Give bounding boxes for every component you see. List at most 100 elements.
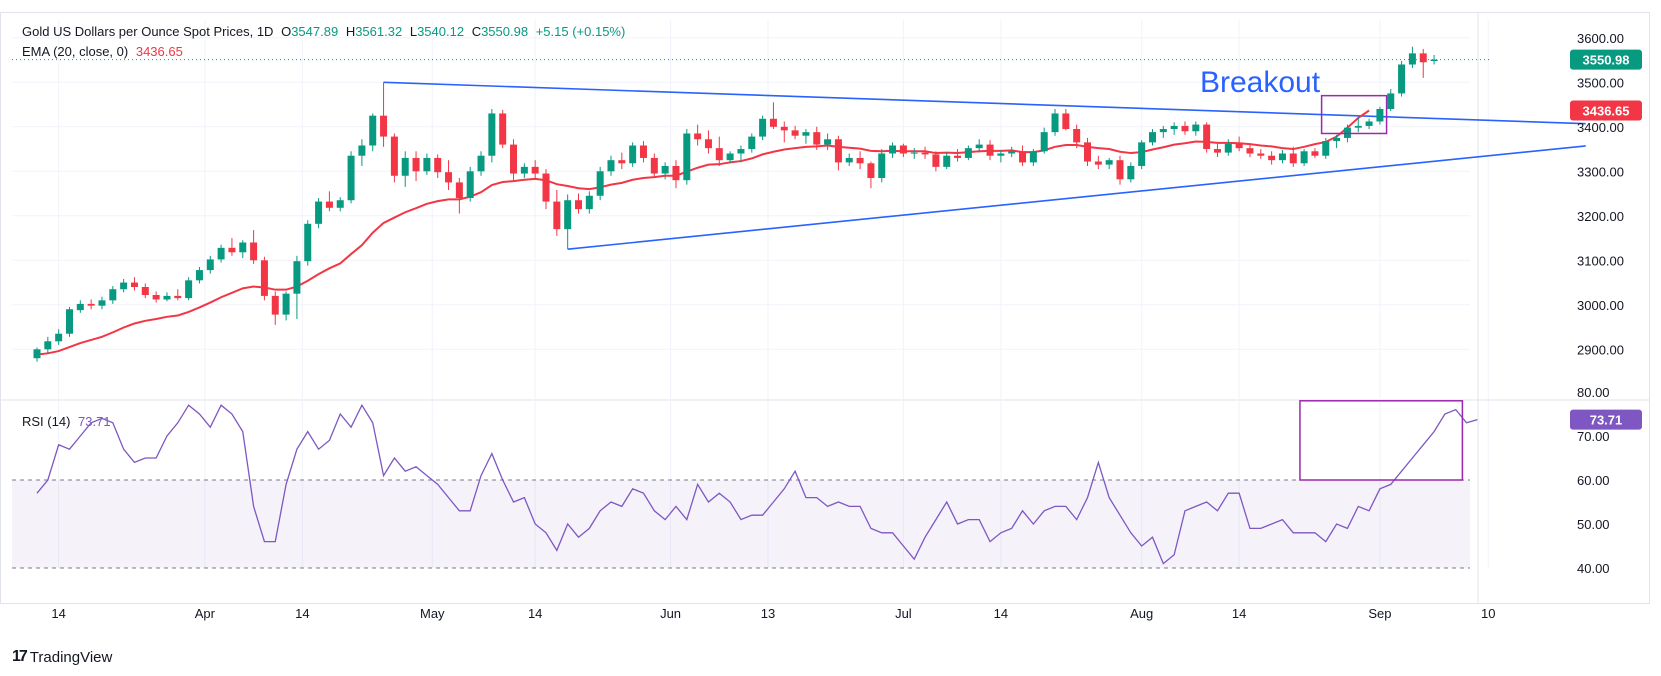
candle-body	[780, 126, 788, 131]
candle	[824, 133, 832, 150]
candle-body	[878, 153, 886, 178]
candle	[347, 151, 355, 204]
candle	[618, 152, 626, 170]
candle-body	[98, 300, 106, 306]
candle-body	[889, 145, 897, 154]
rsi-value: 73.71	[78, 414, 111, 429]
candle	[1354, 117, 1362, 133]
candle-body	[390, 136, 398, 176]
candle-body	[304, 223, 312, 262]
candle	[899, 143, 907, 158]
candle	[553, 189, 561, 236]
candle	[477, 151, 485, 176]
candle	[910, 148, 918, 159]
candle-body	[228, 247, 236, 253]
candle-body	[910, 152, 918, 154]
candle	[315, 198, 323, 229]
candle	[1213, 143, 1221, 158]
candle	[44, 336, 52, 354]
price-tick-label: 3000.00	[1577, 298, 1624, 313]
candle-body	[618, 160, 626, 164]
candle	[1094, 155, 1102, 170]
price-tick-label: 3500.00	[1577, 75, 1624, 90]
candle-body	[1354, 125, 1362, 128]
trendline	[383, 81, 1586, 125]
candle	[195, 266, 203, 284]
candle-body	[1419, 53, 1427, 63]
candle-body	[975, 144, 983, 149]
candle	[260, 256, 268, 301]
time-tick-label: Aug	[1130, 606, 1153, 621]
time-tick-label: 14	[528, 606, 542, 621]
candle-body	[531, 166, 539, 174]
candle	[1084, 137, 1092, 166]
candle-body	[163, 295, 171, 300]
candle	[1159, 125, 1167, 138]
candle	[228, 238, 236, 256]
candle-body	[423, 157, 431, 172]
candle	[109, 286, 117, 304]
open-label: O	[281, 24, 292, 39]
candle-body	[412, 157, 420, 172]
candle	[1008, 146, 1016, 158]
candle	[1333, 134, 1341, 149]
time-tick-label: May	[420, 606, 445, 621]
candle-body	[250, 242, 258, 261]
candle-body	[1203, 124, 1211, 150]
candle	[130, 277, 138, 291]
candle-body	[672, 165, 680, 181]
candle-body	[434, 157, 442, 173]
candle-body	[336, 200, 344, 208]
candle-body	[1170, 125, 1178, 130]
candle	[650, 153, 658, 178]
candle-body	[1268, 155, 1276, 161]
candle	[455, 177, 463, 214]
candle-body	[195, 270, 203, 281]
candle-body	[585, 195, 593, 210]
candle	[1127, 162, 1135, 183]
candle-body	[856, 157, 864, 164]
candle-body	[217, 247, 225, 260]
rsi-tick-label: 50.00	[1577, 517, 1610, 532]
candle	[575, 193, 582, 214]
candle	[1062, 109, 1070, 131]
candle-body	[206, 259, 214, 271]
price-tick-label: 3300.00	[1577, 164, 1624, 179]
candle	[607, 155, 615, 176]
candle	[889, 142, 897, 158]
candle-body	[55, 333, 63, 342]
time-tick-label: 13	[761, 606, 775, 621]
candle-body	[813, 132, 821, 145]
candle-body	[932, 154, 940, 167]
candle-body	[1257, 153, 1265, 156]
candle-body	[1029, 151, 1037, 163]
breakout-box	[1320, 94, 1388, 135]
highlight-boxes	[1299, 94, 1464, 481]
candle	[271, 291, 279, 325]
ema-series-line	[36, 109, 1370, 356]
candle-body	[1127, 165, 1135, 180]
candle-body	[1051, 113, 1059, 133]
candle	[1365, 118, 1373, 130]
candle	[336, 197, 344, 212]
candle-body	[997, 153, 1005, 156]
candle	[683, 129, 691, 185]
candle	[412, 151, 420, 182]
time-tick-label: Sep	[1368, 606, 1391, 621]
candle	[423, 153, 431, 175]
candle-body	[1062, 113, 1070, 130]
candle	[401, 151, 409, 187]
candle	[531, 160, 539, 180]
candle-body	[1040, 132, 1048, 152]
rsi-series-line	[36, 403, 1478, 565]
candle	[975, 139, 983, 153]
candle	[921, 146, 929, 159]
high-label: H	[345, 24, 356, 39]
candle-body	[130, 282, 138, 287]
candle	[65, 307, 73, 337]
candle-body	[629, 145, 637, 164]
candle	[748, 133, 756, 153]
candle	[76, 300, 84, 313]
candle	[520, 163, 528, 178]
